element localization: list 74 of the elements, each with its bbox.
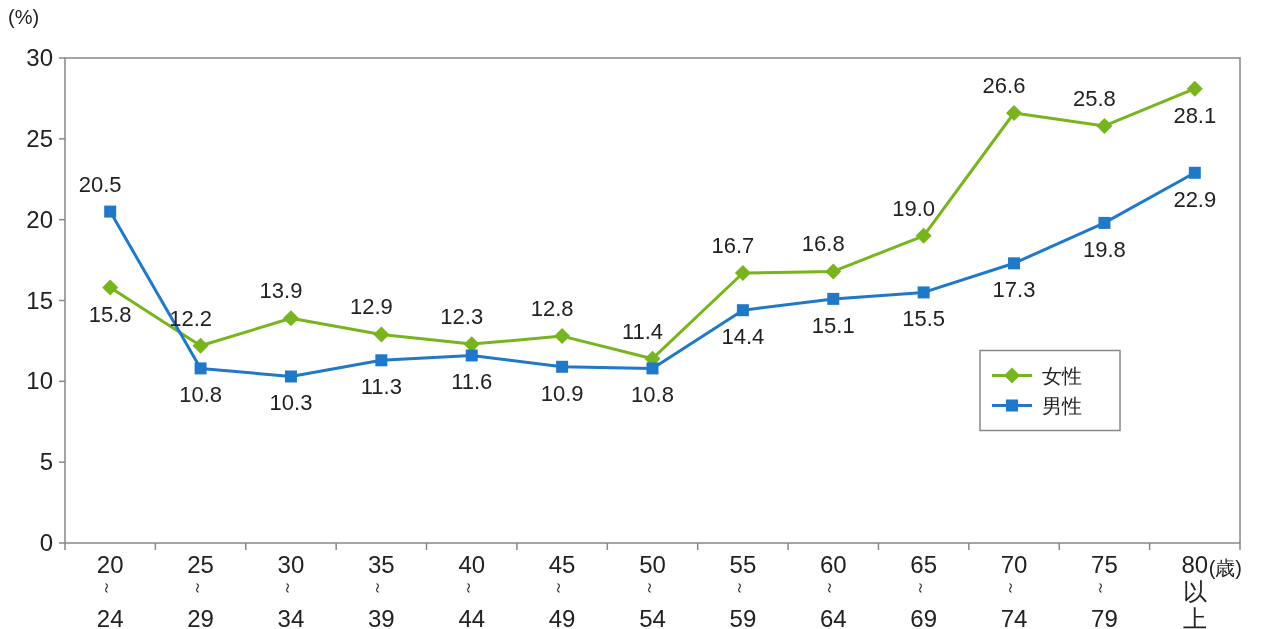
data-label: 25.8 — [1073, 85, 1116, 111]
point — [104, 205, 117, 218]
y-tick-label: 30 — [26, 44, 53, 71]
y-tick-label: 5 — [39, 448, 53, 476]
point — [1006, 104, 1023, 121]
data-label: 20.5 — [78, 171, 122, 197]
data-label: 10.9 — [540, 380, 584, 406]
x-tick-label: 65～69 — [910, 551, 938, 629]
data-label: 12.2 — [169, 305, 212, 331]
data-label: 11.3 — [360, 374, 402, 400]
x-tick-label: 35～39 — [367, 551, 395, 629]
x-tick-label: 50～54 — [639, 551, 666, 629]
point — [1096, 117, 1113, 134]
legend-label: 男性 — [1042, 394, 1082, 417]
x-tick-label: 60～64 — [819, 551, 847, 629]
point — [646, 362, 659, 375]
point — [917, 286, 930, 299]
point — [284, 370, 297, 383]
x-tick-label: 70～74 — [1000, 551, 1028, 629]
y-tick-label: 25 — [26, 124, 53, 152]
y-axis-title: (%) — [8, 6, 40, 28]
point — [915, 227, 932, 244]
data-label: 11.4 — [621, 318, 664, 344]
point — [194, 362, 207, 375]
data-label: 10.8 — [179, 382, 222, 408]
data-label: 28.1 — [1173, 102, 1217, 128]
data-label: 15.5 — [902, 306, 946, 332]
point — [465, 349, 478, 362]
point — [375, 354, 388, 367]
point — [1188, 166, 1201, 179]
y-tick-label: 20 — [26, 205, 53, 233]
x-tick-label: 55～59 — [729, 551, 757, 629]
point — [282, 310, 299, 327]
data-label: 12.8 — [530, 296, 574, 322]
data-label: 26.6 — [982, 72, 1026, 98]
x-tick-label: 45～49 — [548, 551, 576, 629]
data-label: 19.0 — [892, 195, 936, 221]
y-tick-label: 0 — [39, 529, 53, 556]
data-label: 16.8 — [801, 231, 845, 257]
data-label: 22.9 — [1173, 186, 1217, 212]
data-label: 12.3 — [440, 304, 484, 330]
point — [1098, 216, 1111, 229]
x-tick-label: 30～34 — [277, 551, 305, 629]
data-label: 15.1 — [811, 312, 855, 338]
point — [1008, 257, 1021, 270]
data-label: 12.9 — [349, 294, 393, 320]
x-axis-title: (歳) — [1208, 557, 1242, 579]
y-tick-label: 10 — [26, 367, 53, 395]
point — [192, 337, 209, 354]
data-label: 19.8 — [1083, 236, 1126, 262]
x-tick-label: 75～79 — [1091, 551, 1118, 629]
data-label: 11.6 — [451, 369, 493, 395]
point — [734, 265, 751, 282]
data-label: 13.9 — [259, 278, 303, 304]
x-tick-label: 40～44 — [458, 551, 486, 629]
point — [736, 304, 749, 317]
point — [373, 326, 390, 343]
x-tick-label: 25～29 — [187, 551, 214, 629]
point — [827, 292, 840, 305]
legend-label: 女性 — [1042, 364, 1082, 387]
data-label: 10.8 — [631, 382, 674, 408]
point — [1186, 80, 1203, 97]
point — [825, 263, 842, 280]
data-label: 15.8 — [88, 301, 132, 327]
y-tick-label: 15 — [26, 286, 53, 314]
x-tick-label: 80以上 — [1181, 551, 1209, 629]
data-label: 14.4 — [721, 324, 765, 350]
point — [554, 328, 571, 345]
data-label: 10.3 — [269, 390, 313, 416]
data-label: 16.7 — [711, 233, 755, 259]
data-label: 17.3 — [992, 277, 1036, 303]
point — [556, 360, 569, 373]
x-tick-label: 20～24 — [96, 551, 124, 629]
point — [102, 279, 119, 296]
